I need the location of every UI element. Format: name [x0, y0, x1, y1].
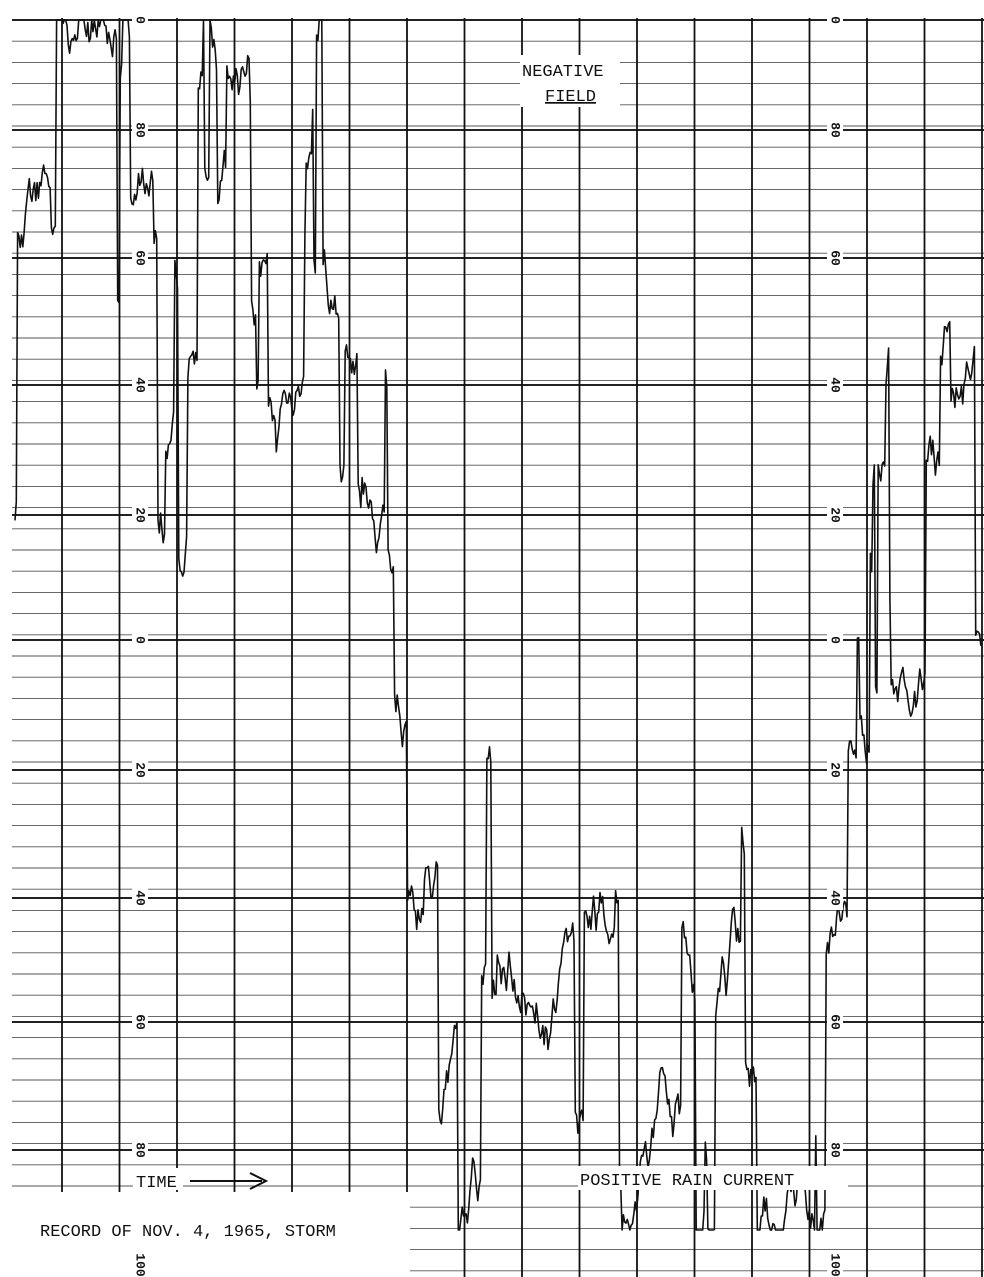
scale-label: 0	[133, 16, 148, 24]
scale-label: 20	[828, 507, 843, 523]
scale-label: 80	[133, 122, 148, 138]
caption: RECORD OF NOV. 4, 1965, STORM	[40, 1223, 336, 1242]
scale-label: 0	[828, 636, 843, 644]
scale-label: 40	[828, 890, 843, 906]
scale-label: 60	[828, 250, 843, 266]
scale-label: 0	[133, 636, 148, 644]
field-label: FIELD	[545, 88, 596, 107]
scale-label: 40	[133, 890, 148, 906]
scale-label: 60	[133, 1014, 148, 1030]
scale-label: 60	[828, 1014, 843, 1030]
scale-label: 20	[133, 507, 148, 523]
negative-label: NEGATIVE	[522, 63, 604, 82]
scale-label: 80	[828, 122, 843, 138]
scale-label: 20	[133, 762, 148, 778]
time-label: TIME	[136, 1174, 177, 1193]
scale-label: 40	[133, 377, 148, 393]
scale-label: 60	[133, 250, 148, 266]
recording-sheet: NEGATIVE FIELD POSITIVE RAIN CURRENT TIM…	[0, 0, 984, 1277]
scale-label: 80	[828, 1142, 843, 1158]
positive-rain-current-label: POSITIVE RAIN CURRENT	[580, 1172, 794, 1191]
scale-label: 20	[828, 762, 843, 778]
scale-label: 100	[828, 1253, 843, 1277]
scale-label: 80	[133, 1142, 148, 1158]
scale-label: 100	[133, 1253, 148, 1277]
scale-label: 0	[828, 16, 843, 24]
scale-label: 40	[828, 377, 843, 393]
